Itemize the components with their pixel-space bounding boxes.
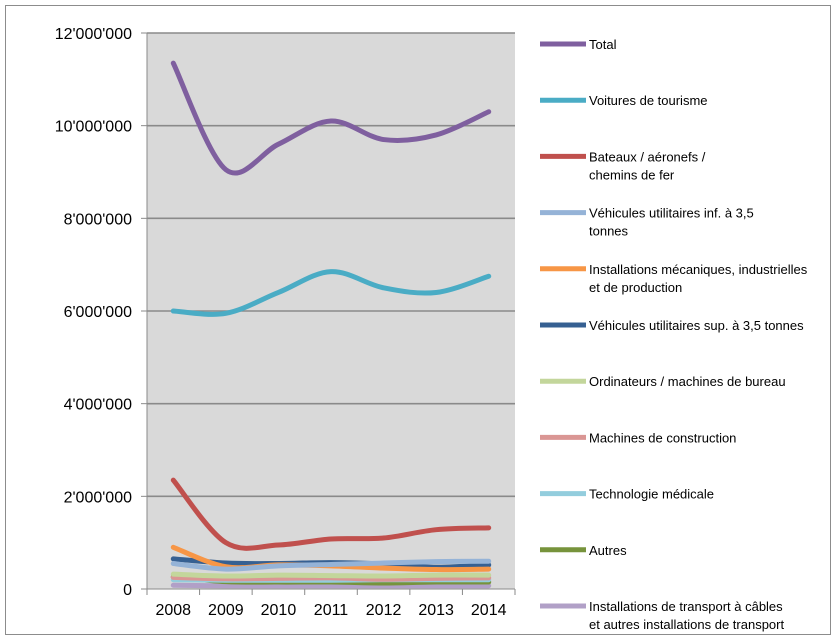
x-tick-label: 2010 <box>261 602 297 619</box>
legend-label: chemins de fer <box>589 167 675 182</box>
x-tick-label: 2011 <box>314 602 349 619</box>
legend: Total Voitures de tourisme Bateaux / aéron… <box>540 37 808 632</box>
legend-label: Total <box>589 37 617 52</box>
chart-frame <box>5 5 831 635</box>
y-tick-label: 12'000'000 <box>55 26 132 43</box>
legend-label: Véhicules utilitaires inf. à 3,5 <box>589 206 754 221</box>
series-line-total <box>170 60 492 176</box>
legend-label: Technologie médicale <box>589 487 714 502</box>
legend-label: et autres installations de transport <box>589 617 784 632</box>
series-line-bateaux-aeronefs-chemins-de-fer <box>170 477 492 551</box>
y-tick-label: 4'000'000 <box>64 397 133 414</box>
series-line-ordinateurs-machines-de-bureau <box>170 571 492 579</box>
legend-label: Installations de transport à câbles <box>589 599 783 614</box>
legend-label: Machines de construction <box>589 430 736 445</box>
legend-label: Voitures de tourisme <box>589 93 708 108</box>
x-tick-label: 2009 <box>208 602 244 619</box>
series-line-voitures-de-tourisme <box>170 269 492 317</box>
y-tick-label: 2'000'000 <box>64 489 133 506</box>
legend-label: Bateaux / aéronefs / <box>589 149 706 164</box>
x-tick-label: 2012 <box>366 602 402 619</box>
x-tick-label: 2008 <box>155 602 191 619</box>
legend-label: et de production <box>589 280 682 295</box>
x-tick-label: 2014 <box>471 602 507 619</box>
legend-label: Véhicules utilitaires sup. à 3,5 tonnes <box>589 318 804 333</box>
legend-label: tonnes <box>589 224 629 239</box>
grid-lines <box>147 32 515 498</box>
y-tick-label: 6'000'000 <box>64 304 133 321</box>
y-tick-label: 0 <box>123 582 132 599</box>
series-line-vehicules-utilitaires-inf-a-3-5-tonnes <box>170 558 492 572</box>
y-tick-label: 10'000'000 <box>55 119 132 136</box>
x-tick-label: 2013 <box>418 602 454 619</box>
legend-label: Autres <box>589 543 627 558</box>
legend-label: Installations mécaniques, industrielles <box>589 262 808 277</box>
series-lines <box>170 60 492 589</box>
axes: 0 2'000'000 4'000'000 6'000'000 8'000'000 10'… <box>55 26 516 619</box>
y-tick-label: 8'000'000 <box>64 211 133 228</box>
legend-label: Ordinateurs / machines de bureau <box>589 374 786 389</box>
